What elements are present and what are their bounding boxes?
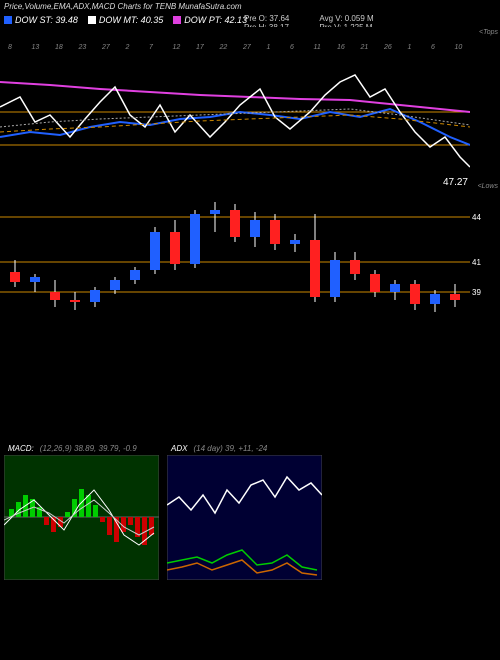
legend-swatch [88, 16, 96, 24]
svg-text:13: 13 [32, 44, 40, 51]
legend-swatch [173, 16, 181, 24]
svg-text:6: 6 [290, 44, 294, 51]
adx-panel: ADX (14 day) 39, +11, -24 [167, 442, 322, 580]
macd-params: (12,26,9) 38.89, 39.79, -0.9 [40, 444, 137, 453]
legend-item: DOW PT: 42.13 [173, 15, 247, 25]
svg-text:16: 16 [337, 44, 345, 51]
svg-text:39: 39 [472, 288, 481, 297]
svg-text:44: 44 [472, 213, 481, 222]
svg-text:1: 1 [408, 44, 412, 51]
adx-params: (14 day) 39, +11, -24 [193, 444, 267, 453]
svg-text:27: 27 [101, 44, 111, 51]
adx-label: ADX [171, 444, 187, 453]
svg-text:10: 10 [455, 44, 463, 51]
svg-text:1: 1 [267, 44, 271, 51]
svg-text:17: 17 [196, 44, 205, 51]
legend-swatch [4, 16, 12, 24]
lows-label: <Lows [478, 183, 498, 190]
macd-label: MACD: [8, 444, 34, 453]
svg-text:12: 12 [173, 44, 181, 51]
svg-text:2: 2 [125, 44, 130, 51]
legend-label: DOW PT: 42.13 [184, 15, 247, 25]
legend-item: DOW MT: 40.35 [88, 15, 163, 25]
svg-text:26: 26 [383, 44, 392, 51]
svg-text:41: 41 [472, 258, 481, 267]
svg-text:21: 21 [360, 44, 369, 51]
tops-label: <Tops [479, 29, 498, 36]
legend-label: DOW ST: 39.48 [15, 15, 78, 25]
svg-text:22: 22 [219, 44, 228, 51]
volume-chart [0, 322, 500, 442]
legend-item: DOW ST: 39.48 [4, 15, 78, 25]
svg-text:47.27: 47.27 [443, 177, 468, 188]
svg-text:8: 8 [8, 44, 12, 51]
stat-row: Avg V: 0.059 M [319, 14, 373, 23]
stat-row: Pre O: 37.64 [244, 14, 289, 23]
legend-label: DOW MT: 40.35 [99, 15, 163, 25]
svg-text:11: 11 [314, 44, 321, 51]
svg-text:23: 23 [78, 44, 87, 51]
svg-text:6: 6 [431, 44, 435, 51]
svg-text:27: 27 [242, 44, 252, 51]
upper-line-chart: 81318232727121722271611162126161047.27 <… [0, 27, 500, 192]
candlestick-chart: 44 41 39 [0, 192, 500, 322]
macd-panel: MACD: (12,26,9) 38.89, 39.79, -0.9 [4, 442, 159, 580]
svg-text:18: 18 [55, 44, 63, 51]
